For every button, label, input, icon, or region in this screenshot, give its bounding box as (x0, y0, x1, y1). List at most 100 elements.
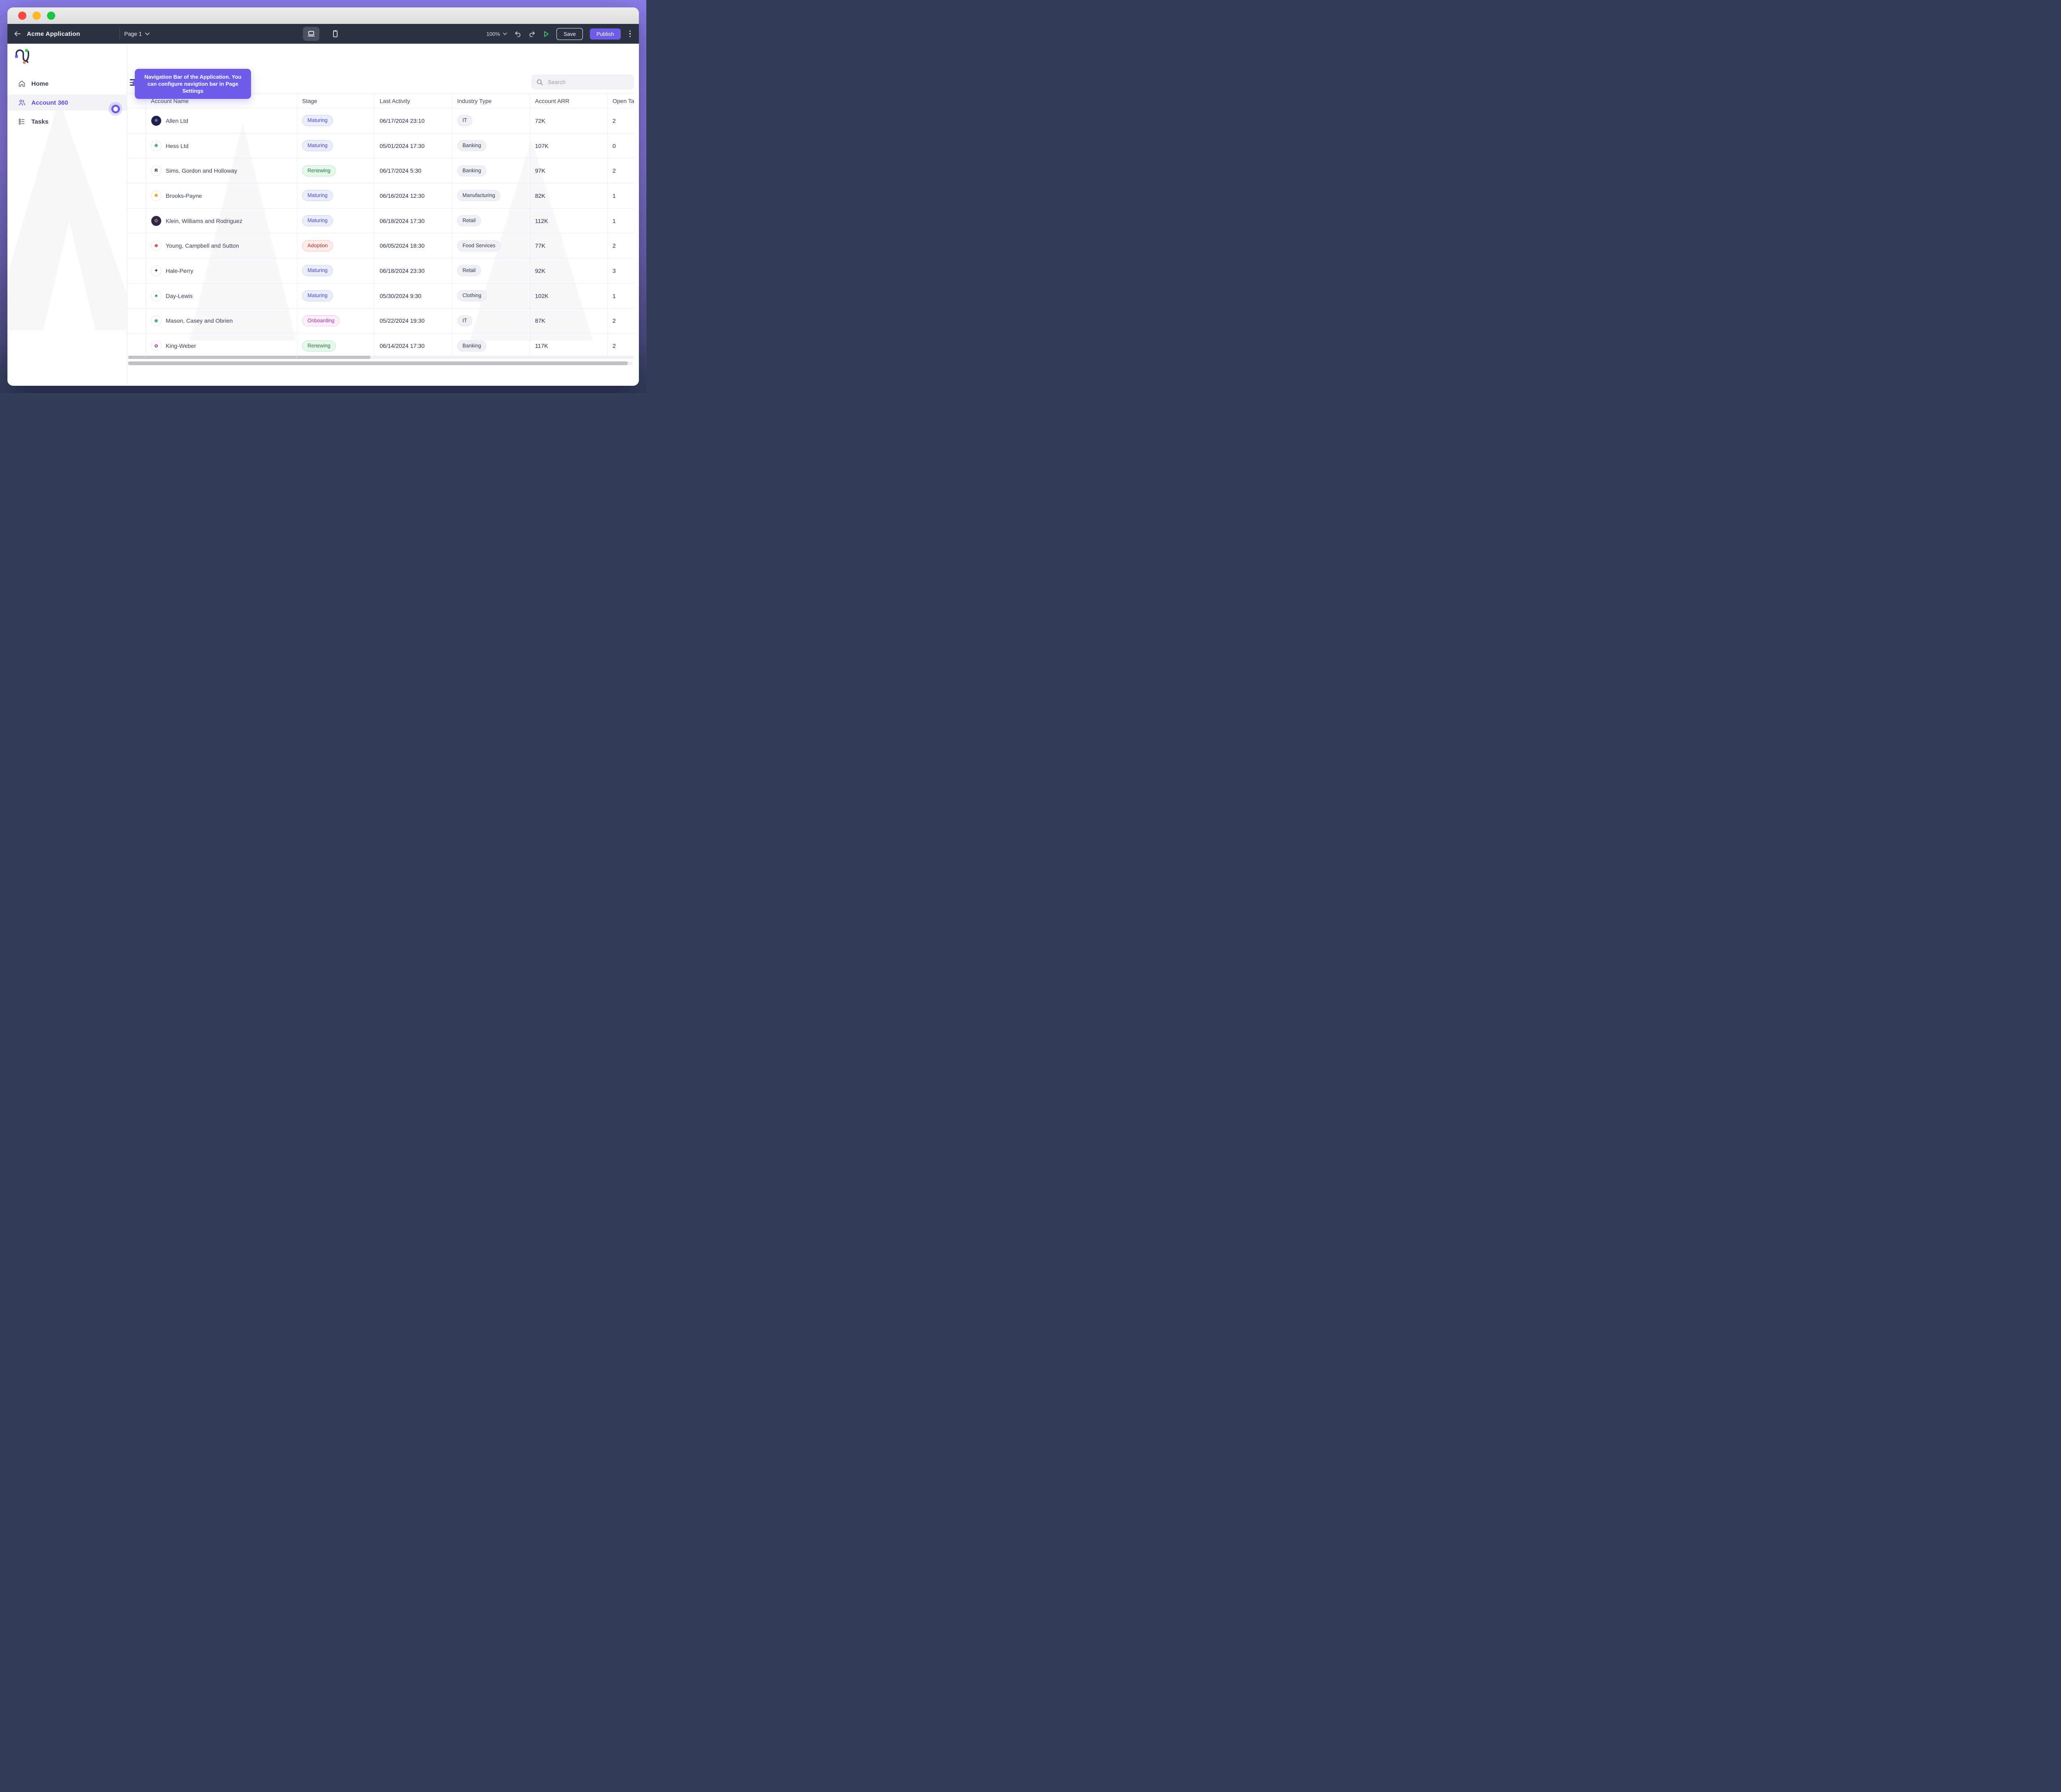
run-play-icon[interactable] (543, 30, 549, 38)
stage-badge: Adoption (302, 240, 333, 251)
table-row[interactable]: ❀ Mason, Casey and Obrien Onboarding 05/22/… (127, 308, 634, 333)
stage-badge: Renewing (302, 165, 336, 176)
last-activity-cell: 06/18/2024 17:30 (374, 208, 452, 233)
back-arrow-icon[interactable] (14, 30, 21, 37)
account-name: Mason, Casey and Obrien (166, 317, 233, 324)
stage-cell: Maturing (297, 208, 374, 233)
account-arr-cell: 112K (530, 208, 607, 233)
zoom-selector[interactable]: 100% (486, 31, 507, 37)
row-select-cell (127, 284, 146, 308)
open-tasks-cell: 1 (607, 283, 634, 308)
last-activity-cell: 06/17/2024 23:10 (374, 108, 452, 133)
table-row[interactable]: ✾ Young, Campbell and Sutton Adoption 06/05… (127, 233, 634, 258)
save-button[interactable]: Save (556, 28, 583, 40)
stage-badge: Maturing (302, 290, 333, 302)
column-header-account-name[interactable]: Account Name (146, 94, 297, 108)
mobile-preview-button[interactable] (327, 27, 343, 41)
page-selector[interactable]: Page 1 (124, 31, 150, 37)
stage-cell: Maturing (297, 283, 374, 308)
table-row[interactable]: ✿ Klein, Williams and Rodriguez Maturing 06… (127, 208, 634, 233)
column-header-open-tasks[interactable]: Open Ta (607, 94, 634, 108)
row-select-cell (127, 333, 146, 358)
open-tasks-cell: 2 (607, 158, 634, 183)
stage-badge: Maturing (302, 215, 333, 227)
company-avatar: ❋ (151, 190, 162, 201)
row-select-cell (127, 209, 146, 233)
search-input[interactable] (547, 78, 629, 86)
stage-cell: Maturing (297, 258, 374, 283)
industry-badge: Retail (457, 215, 481, 227)
publish-button[interactable]: Publish (589, 28, 621, 40)
last-activity-cell: 06/05/2024 18:30 (374, 233, 452, 258)
zoom-window-button[interactable] (47, 12, 55, 20)
industry-badge: Retail (457, 265, 481, 277)
industry-cell: Manufacturing (452, 183, 530, 208)
industry-badge: IT (457, 315, 473, 326)
zoom-level: 100% (486, 30, 500, 37)
table-row[interactable]: ♣ Day-Lewis Maturing 05/30/2024 9:30 Clothin… (127, 283, 634, 308)
company-avatar: ✳ (151, 115, 162, 126)
scrollbar-thumb[interactable] (128, 361, 628, 365)
industry-cell: Banking (452, 333, 530, 358)
table-body: ✳ Allen Ltd Maturing 06/17/2024 23:10 IT 72K 2… (127, 108, 634, 358)
table-row[interactable]: R Sims, Gordon and Holloway Renewing 06/17/… (127, 158, 634, 183)
account-name-cell: ❋ Brooks-Payne (146, 183, 297, 208)
close-window-button[interactable] (18, 12, 26, 20)
sidebar-item-tasks[interactable]: Tasks (7, 114, 127, 129)
table-row[interactable]: ❋ Brooks-Payne Maturing 06/16/2024 12:30 Man… (127, 183, 634, 208)
open-tasks-cell: 3 (607, 258, 634, 283)
table-row[interactable]: ❋ Hess Ltd Maturing 05/01/2024 17:30 Banking… (127, 133, 634, 158)
onboarding-beacon[interactable] (108, 102, 122, 116)
column-header-account-arr[interactable]: Account ARR (530, 94, 607, 108)
tooltip-text: Navigation Bar of the Application. You c… (144, 74, 242, 94)
account-name-cell: ✾ Young, Campbell and Sutton (146, 233, 297, 258)
industry-cell: IT (452, 108, 530, 133)
stage-badge: Maturing (302, 115, 333, 127)
account-arr-cell: 72K (530, 108, 607, 133)
navigation-tooltip: Navigation Bar of the Application. You c… (135, 69, 251, 99)
stage-cell: Renewing (297, 333, 374, 358)
account-arr-cell: 97K (530, 158, 607, 183)
stage-cell: Maturing (297, 108, 374, 133)
search-box (531, 75, 634, 89)
row-select-cell (127, 158, 146, 183)
industry-badge: Food Services (457, 240, 501, 251)
account-name-cell: ❀ Mason, Casey and Obrien (146, 308, 297, 333)
industry-badge: Banking (457, 140, 487, 152)
desktop-preview-button[interactable] (303, 27, 319, 41)
industry-cell: Banking (452, 133, 530, 158)
industry-cell: Banking (452, 158, 530, 183)
account-name-cell: ✿ King-Weber (146, 333, 297, 358)
more-options-icon[interactable] (628, 30, 633, 38)
table-row[interactable]: ✦ Hale-Perry Maturing 06/18/2024 23:30 Retai… (127, 258, 634, 283)
minimize-window-button[interactable] (33, 12, 41, 20)
sidebar-item-home[interactable]: Home (7, 76, 127, 91)
account-name-cell: ✳ Allen Ltd (146, 108, 297, 133)
redo-icon[interactable] (528, 30, 536, 38)
undo-icon[interactable] (514, 30, 521, 38)
column-header-stage[interactable]: Stage (297, 94, 374, 108)
table-horizontal-scrollbar[interactable] (127, 356, 634, 359)
row-select-cell (127, 183, 146, 208)
stage-badge: Maturing (302, 140, 333, 152)
scrollbar-thumb[interactable] (128, 356, 371, 359)
stage-badge: Maturing (302, 265, 333, 277)
account-arr-cell: 117K (530, 333, 607, 358)
chevron-down-icon (145, 32, 150, 35)
account-name: Sims, Gordon and Holloway (166, 167, 237, 174)
page-horizontal-scrollbar[interactable] (127, 361, 633, 365)
last-activity-cell: 06/16/2024 12:30 (374, 183, 452, 208)
row-select-cell (127, 258, 146, 283)
last-activity-cell: 06/14/2024 17:30 (374, 333, 452, 358)
main-content: Navigation Bar of the Application. You c… (127, 44, 639, 386)
open-tasks-cell: 0 (607, 133, 634, 158)
industry-cell: Retail (452, 258, 530, 283)
last-activity-cell: 05/01/2024 17:30 (374, 133, 452, 158)
table-row[interactable]: ✿ King-Weber Renewing 06/14/2024 17:30 Banki… (127, 333, 634, 358)
account-name: Young, Campbell and Sutton (166, 242, 239, 249)
column-header-last-activity[interactable]: Last Activity (374, 94, 452, 108)
app-title: Acme Application (27, 30, 80, 38)
table-row[interactable]: ✳ Allen Ltd Maturing 06/17/2024 23:10 IT 72K 2 (127, 108, 634, 133)
column-header-industry-type[interactable]: Industry Type (452, 94, 530, 108)
sidebar-item-account-360[interactable]: Account 360 (7, 95, 127, 110)
